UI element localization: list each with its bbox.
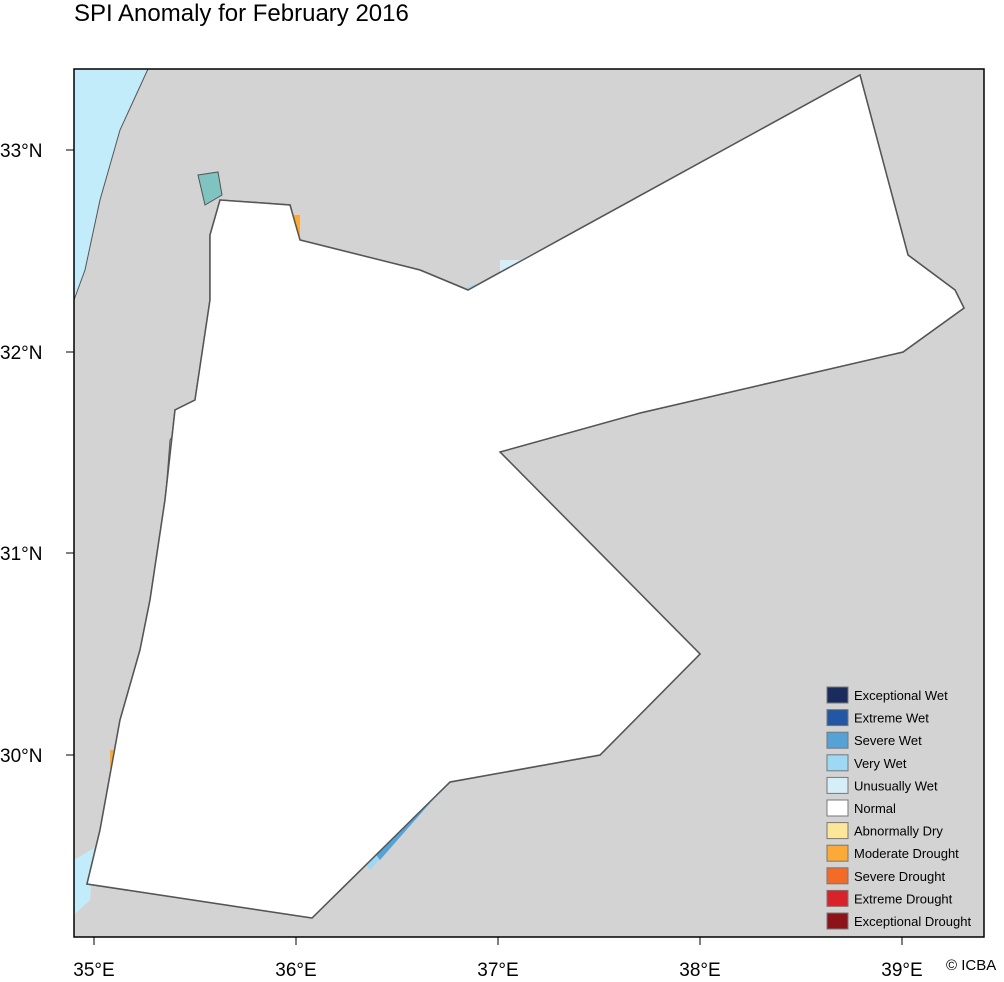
y-tick-label: 32°N: [0, 343, 42, 364]
legend-label: Very Wet: [854, 756, 907, 771]
legend-swatch: [826, 799, 849, 817]
gulf-of-aqaba: [74, 848, 94, 915]
legend-swatch: [826, 844, 849, 862]
x-tick-label: 37°E: [477, 960, 518, 981]
legend-swatch: [826, 731, 849, 749]
map-frame: [73, 68, 985, 938]
x-tick-label: 36°E: [275, 960, 316, 981]
legend-label: Extreme Wet: [854, 711, 929, 726]
legend-swatch: [826, 867, 849, 885]
legend-label: Unusually Wet: [854, 778, 938, 793]
legend-swatch: [826, 822, 849, 840]
legend-swatch: [826, 889, 849, 907]
legend-label: Exceptional Drought: [854, 914, 971, 929]
x-tick-label: 38°E: [679, 960, 720, 981]
legend-label: Exceptional Wet: [854, 688, 948, 703]
legend-label: Severe Drought: [854, 869, 945, 884]
map-title: SPI Anomaly for February 2016: [74, 0, 409, 27]
x-axis: 35°E 36°E 37°E 38°E 39°E: [73, 937, 923, 981]
legend-swatch: [826, 709, 849, 727]
legend-label: Moderate Drought: [854, 846, 959, 861]
legend-label: Extreme Drought: [854, 891, 953, 906]
legend: Exceptional Wet Extreme Wet Severe Wet Very…: [826, 686, 971, 930]
y-axis: 33°N 32°N 31°N 30°N: [0, 141, 74, 767]
legend-swatch: [826, 776, 849, 794]
x-tick-label: 35°E: [73, 960, 114, 981]
x-tick-label: 39°E: [881, 960, 922, 981]
copyright-credit: © ICBA: [946, 957, 997, 974]
y-tick-label: 30°N: [0, 746, 42, 767]
legend-label: Severe Wet: [854, 733, 922, 748]
sea-of-galilee: [197, 171, 223, 206]
legend-label: Normal: [854, 801, 896, 816]
y-tick-label: 31°N: [0, 544, 42, 565]
legend-label: Abnormally Dry: [854, 824, 943, 839]
y-tick-label: 33°N: [0, 141, 42, 162]
legend-swatch: [826, 686, 849, 704]
legend-swatch: [826, 754, 849, 772]
legend-swatch: [826, 912, 849, 930]
